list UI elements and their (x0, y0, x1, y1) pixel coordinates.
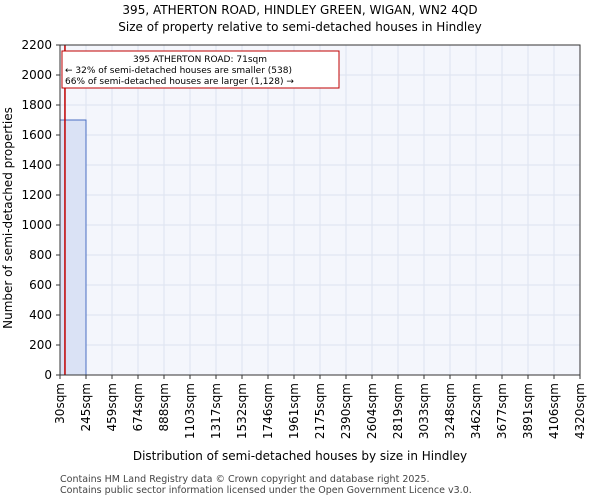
x-tick-label: 1103sqm (183, 383, 197, 439)
grid-lines (59, 44, 581, 376)
x-tick-label: 2819sqm (391, 383, 405, 439)
footer-line-2: Contains public sector information licen… (60, 485, 472, 496)
y-tick-label: 1400 (21, 158, 52, 172)
x-tick-label: 1317sqm (209, 383, 223, 439)
x-axis-ticks: 30sqm 245sqm 459sqm 674sqm 888sqm 1103sqm 1317… (53, 375, 587, 439)
x-tick-label: 4106sqm (547, 383, 561, 439)
y-axis-label: Number of semi-detached properties (1, 107, 15, 329)
y-tick-label: 200 (29, 338, 52, 352)
x-tick-label: 674sqm (131, 383, 145, 431)
x-tick-label: 2175sqm (313, 383, 327, 439)
y-tick-label: 1000 (21, 218, 52, 232)
x-tick-label: 459sqm (105, 383, 119, 431)
chart-title: 395, ATHERTON ROAD, HINDLEY GREEN, WIGAN… (122, 3, 477, 17)
y-tick-label: 400 (29, 308, 52, 322)
x-tick-label: 3033sqm (417, 383, 431, 439)
y-axis-ticks: 0 200 400 600 800 1000 1200 1400 1600 1800 2000 220… (21, 38, 60, 382)
y-tick-label: 800 (29, 248, 52, 262)
x-tick-label: 3677sqm (495, 383, 509, 439)
y-tick-label: 0 (44, 368, 52, 382)
bars (59, 119, 87, 376)
annotation-line-1: 395 ATHERTON ROAD: 71sqm (133, 55, 267, 65)
x-tick-label: 888sqm (157, 383, 171, 431)
annotation-line-3: 66% of semi-detached houses are larger (… (65, 77, 294, 87)
y-tick-label: 2000 (21, 68, 52, 82)
y-tick-label: 1600 (21, 128, 52, 142)
y-tick-label: 1800 (21, 98, 52, 112)
bar (59, 119, 87, 376)
x-tick-label: 2604sqm (365, 383, 379, 439)
y-tick-label: 600 (29, 278, 52, 292)
y-tick-label: 1200 (21, 188, 52, 202)
footer-line-1: Contains HM Land Registry data © Crown c… (60, 474, 430, 485)
annotation-frame (61, 50, 340, 89)
x-tick-label: 3462sqm (469, 383, 483, 439)
x-tick-label: 1961sqm (287, 383, 301, 439)
x-axis-label: Distribution of semi-detached houses by … (133, 449, 467, 463)
annotation-line-2: ← 32% of semi-detached houses are smalle… (65, 66, 292, 76)
x-tick-label: 4320sqm (573, 383, 587, 439)
x-tick-label: 3891sqm (521, 383, 535, 439)
x-tick-label: 30sqm (53, 383, 67, 424)
annotation-box: 395 ATHERTON ROAD: 71sqm ← 32% of semi-d… (61, 50, 340, 89)
chart-subtitle: Size of property relative to semi-detach… (118, 20, 481, 34)
x-tick-label: 3248sqm (443, 383, 457, 439)
x-tick-label: 1532sqm (235, 383, 249, 439)
y-tick-label: 2200 (21, 38, 52, 52)
x-tick-label: 1746sqm (261, 383, 275, 439)
x-tick-label: 245sqm (79, 383, 93, 431)
x-tick-label: 2390sqm (339, 383, 353, 439)
